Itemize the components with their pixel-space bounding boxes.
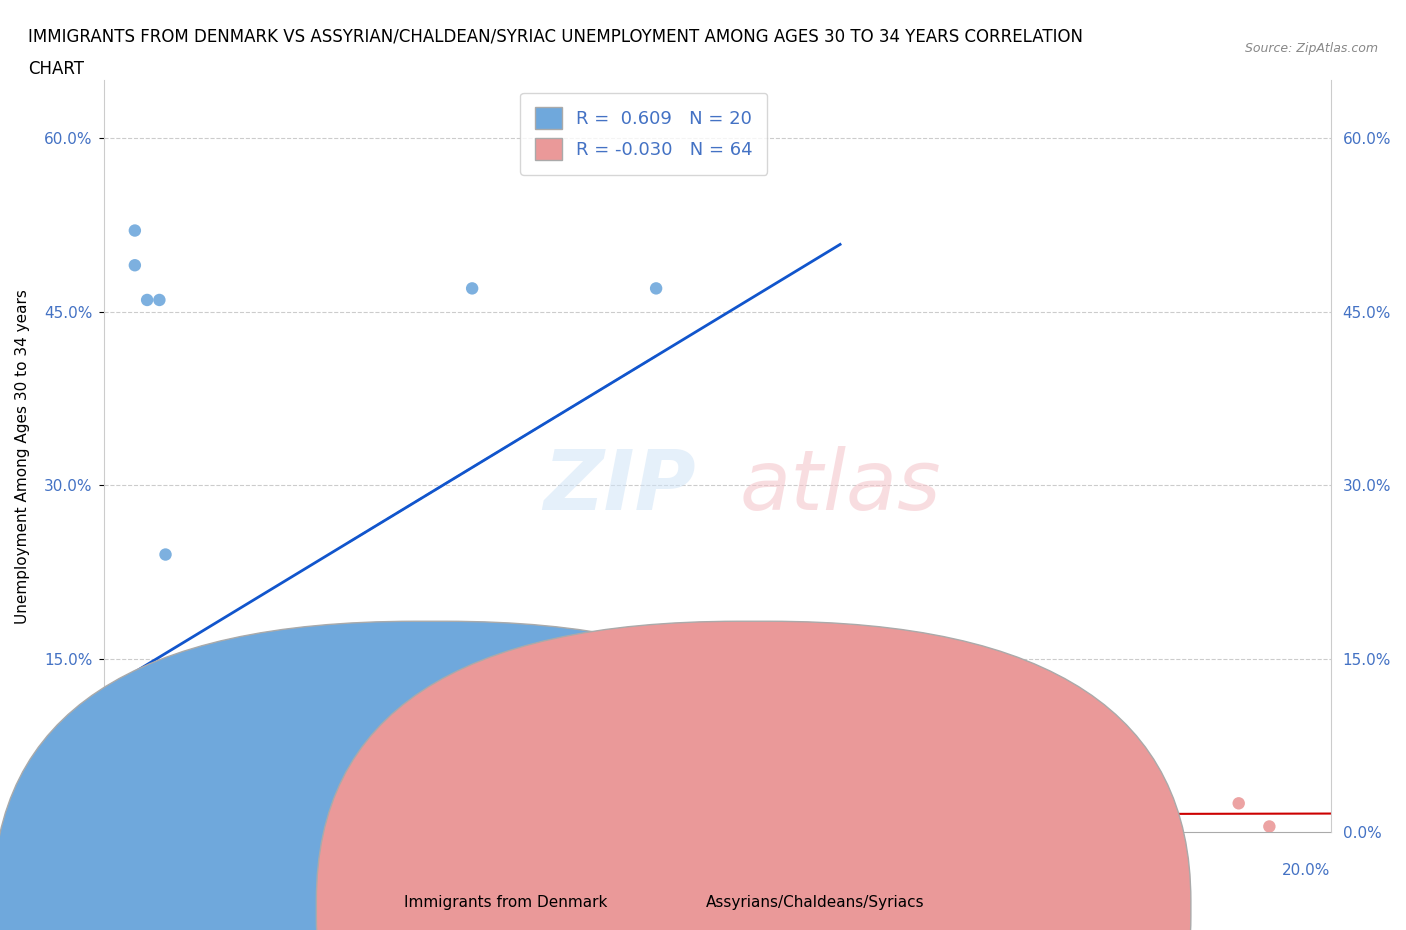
- Text: Immigrants from Denmark: Immigrants from Denmark: [405, 895, 607, 910]
- Point: [173, 819, 195, 834]
- Point: [105, 813, 128, 828]
- Point: [204, 813, 226, 828]
- Point: [191, 813, 214, 828]
- Point: [160, 819, 183, 834]
- Point: [461, 281, 484, 296]
- Point: [111, 807, 134, 822]
- Text: atlas: atlas: [740, 445, 941, 526]
- Text: Assyrians/Chaldeans/Syriacs: Assyrians/Chaldeans/Syriacs: [706, 895, 925, 910]
- Point: [186, 819, 208, 834]
- Point: [148, 813, 170, 828]
- Point: [1074, 796, 1097, 811]
- Point: [363, 813, 385, 828]
- Point: [118, 807, 141, 822]
- Point: [148, 293, 170, 308]
- Point: [155, 819, 177, 834]
- Point: [124, 258, 146, 272]
- Point: [186, 813, 208, 828]
- Text: ZIP: ZIP: [543, 445, 696, 526]
- Point: [124, 819, 146, 834]
- Point: [179, 802, 201, 817]
- Point: [350, 819, 373, 834]
- Point: [111, 813, 134, 828]
- Point: [768, 819, 790, 834]
- Point: [118, 819, 141, 834]
- Point: [155, 813, 177, 828]
- Text: 20.0%: 20.0%: [1282, 863, 1330, 878]
- Text: 0.0%: 0.0%: [104, 863, 143, 878]
- Point: [155, 750, 177, 764]
- Point: [136, 293, 159, 308]
- Point: [124, 813, 146, 828]
- Text: Source: ZipAtlas.com: Source: ZipAtlas.com: [1244, 42, 1378, 55]
- Point: [155, 715, 177, 730]
- Point: [124, 744, 146, 759]
- Point: [522, 819, 544, 834]
- Y-axis label: Unemployment Among Ages 30 to 34 years: Unemployment Among Ages 30 to 34 years: [15, 288, 30, 624]
- Point: [264, 813, 287, 828]
- Point: [339, 819, 361, 834]
- Point: [129, 755, 152, 770]
- Point: [166, 813, 188, 828]
- Point: [173, 796, 195, 811]
- Point: [191, 819, 214, 834]
- Point: [124, 223, 146, 238]
- Point: [228, 813, 250, 828]
- Point: [1258, 819, 1281, 834]
- Point: [277, 819, 299, 834]
- Point: [93, 819, 115, 834]
- Point: [111, 819, 134, 834]
- Point: [105, 819, 128, 834]
- Point: [233, 813, 256, 828]
- Point: [186, 807, 208, 822]
- Point: [148, 819, 170, 834]
- Point: [160, 761, 183, 776]
- Point: [461, 692, 484, 707]
- Point: [553, 813, 575, 828]
- Text: IMMIGRANTS FROM DENMARK VS ASSYRIAN/CHALDEAN/SYRIAC UNEMPLOYMENT AMONG AGES 30 T: IMMIGRANTS FROM DENMARK VS ASSYRIAN/CHAL…: [28, 28, 1083, 46]
- Point: [142, 819, 165, 834]
- Point: [118, 703, 141, 718]
- Point: [129, 813, 152, 828]
- Point: [136, 819, 159, 834]
- Point: [228, 819, 250, 834]
- Point: [136, 738, 159, 753]
- Point: [308, 819, 330, 834]
- Point: [166, 773, 188, 788]
- Point: [191, 813, 214, 828]
- Point: [209, 813, 232, 828]
- Point: [197, 813, 219, 828]
- Point: [890, 819, 912, 834]
- Point: [246, 813, 269, 828]
- Point: [166, 819, 188, 834]
- Point: [246, 819, 269, 834]
- Point: [142, 813, 165, 828]
- Point: [160, 813, 183, 828]
- Point: [129, 819, 152, 834]
- Point: [204, 816, 226, 830]
- Point: [173, 813, 195, 828]
- Legend: R =  0.609   N = 20, R = -0.030   N = 64: R = 0.609 N = 20, R = -0.030 N = 64: [520, 93, 768, 175]
- Text: CHART: CHART: [28, 60, 84, 78]
- Point: [204, 819, 226, 834]
- Point: [166, 784, 188, 799]
- Point: [98, 819, 121, 834]
- Point: [215, 813, 238, 828]
- Point: [136, 813, 159, 828]
- Point: [155, 547, 177, 562]
- Point: [645, 281, 668, 296]
- Point: [1227, 796, 1250, 811]
- Point: [197, 819, 219, 834]
- Point: [197, 813, 219, 828]
- Point: [209, 817, 232, 831]
- Point: [215, 819, 238, 834]
- Point: [179, 813, 201, 828]
- Point: [118, 813, 141, 828]
- Point: [155, 807, 177, 822]
- Point: [155, 692, 177, 707]
